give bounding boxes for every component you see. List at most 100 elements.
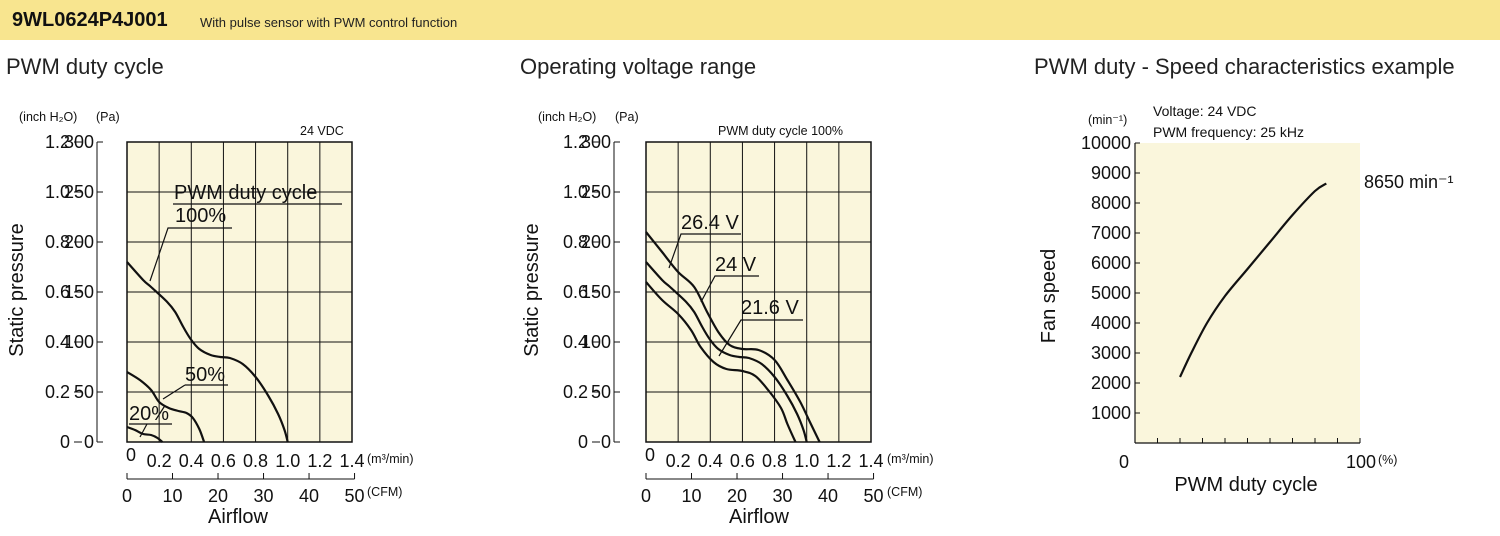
x-tick-label: 0.4 [698,451,723,471]
y-tick-label: 10000 [1081,133,1131,153]
inch-tick-label: 1.0 [45,182,70,202]
inch-tick-label: 0.4 [563,332,588,352]
section-title-voltage-range: Operating voltage range [520,54,757,79]
series-label-50: 50% [185,364,225,386]
x-tick-label: 100 [1346,452,1376,472]
cfm-tick-label: 0 [641,486,651,506]
label-leader-line [718,319,803,357]
label-leader-line [139,423,148,438]
y-unit-label: (min⁻¹) [1088,113,1127,127]
inch-tick-label: 0.4 [45,332,70,352]
inch-tick-label: 0.2 [563,382,588,402]
cfm-tick-label: 10 [681,486,701,506]
x-unit-m3-label: (m³/min) [887,452,934,466]
y-tick-label: 1000 [1091,403,1131,423]
section-title-pwm-duty: PWM duty cycle [6,54,164,79]
plot-area [1135,143,1360,443]
series-line-0 [645,231,821,443]
inch-tick-label: 0.8 [45,232,70,252]
x-tick-label: 0 [1119,452,1129,472]
x-origin-label: 0 [645,445,655,465]
x-tick-label: 1.4 [858,451,883,471]
x-tick-label: 0.2 [666,451,691,471]
label-leader-line [700,275,759,303]
speed-line-0 [1179,182,1327,378]
cfm-tick-label: 10 [162,486,182,506]
y-tick-label: 2000 [1091,373,1131,393]
cfm-tick-label: 30 [773,486,793,506]
series-label-24v: 24 V [715,254,757,276]
x-unit-cfm-label: (CFM) [367,485,402,499]
legend-title: PWM duty cycle [174,182,317,204]
x-tick-label: 0.8 [243,451,268,471]
y-unit-inch-label: (inch H₂O) [538,110,596,124]
frequency-note: PWM frequency: 25 kHz [1153,124,1304,140]
label-leader-line [149,227,232,282]
y-axis-label: Static pressure [521,223,543,356]
y-tick-label: 5000 [1091,283,1131,303]
series-label-20: 20% [129,403,169,425]
x-tick-label: 0.6 [730,451,755,471]
series-line-1 [126,371,206,443]
x-unit-cfm-label: (CFM) [887,485,922,499]
inch-tick-label: 0.2 [45,382,70,402]
y-tick-label: 4000 [1091,313,1131,333]
pa-tick-label: 0 [84,432,94,452]
y-axis-label: Static pressure [6,223,28,356]
inch-tick-label: 0 [578,432,588,452]
y-axis-label: Fan speed [1038,249,1060,344]
x-axis-label: Airflow [208,506,269,528]
voltage-note: Voltage: 24 VDC [1153,103,1257,119]
series-label-100: 100% [175,205,226,227]
label-leader-line [668,233,741,269]
y-tick-label: 9000 [1091,163,1131,183]
y-unit-pa-label: (Pa) [615,110,639,124]
y-tick-label: 3000 [1091,343,1131,363]
end-value-label: 8650 min⁻¹ [1364,172,1454,192]
y-tick-label: 7000 [1091,223,1131,243]
inch-tick-label: 0.8 [563,232,588,252]
x-tick-label: 0.4 [179,451,204,471]
x-axis-label: PWM duty cycle [1174,474,1317,496]
x-tick-label: 1.2 [826,451,851,471]
x-tick-label: 0.6 [211,451,236,471]
cfm-tick-label: 40 [818,486,838,506]
x-unit-m3-label: (m³/min) [367,452,414,466]
cfm-tick-label: 30 [254,486,274,506]
duty-note: PWM duty cycle 100% [718,124,843,138]
series-label-26-4v: 26.4 V [681,212,739,234]
inch-tick-label: 0 [60,432,70,452]
x-origin-label: 0 [126,445,136,465]
cfm-tick-label: 50 [864,486,884,506]
x-unit-label: (%) [1378,453,1397,467]
header-banner: 9WL0624P4J001 With pulse sensor with PWM… [0,0,1500,40]
y-tick-label: 6000 [1091,253,1131,273]
x-axis-label: Airflow [729,506,790,528]
inch-tick-label: 0.6 [45,282,70,302]
x-tick-label: 1.2 [307,451,332,471]
cfm-tick-label: 20 [727,486,747,506]
series-line-2 [126,425,164,443]
cfm-tick-label: 40 [299,486,319,506]
section-title-speed-characteristics: PWM duty - Speed characteristics example [1034,54,1455,79]
x-tick-label: 1.0 [794,451,819,471]
x-tick-label: 1.0 [275,451,300,471]
y-unit-pa-label: (Pa) [96,110,120,124]
inch-tick-label: 0.6 [563,282,588,302]
pa-tick-label: 50 [591,382,611,402]
series-line-0 [126,261,289,443]
series-line-2 [645,281,797,443]
x-tick-label: 0.2 [147,451,172,471]
y-unit-inch-label: (inch H₂O) [19,110,77,124]
x-tick-label: 1.4 [339,451,364,471]
pa-tick-label: 50 [74,382,94,402]
voltage-note: 24 VDC [300,124,344,138]
cfm-tick-label: 20 [208,486,228,506]
x-tick-label: 0.8 [762,451,787,471]
inch-tick-label: 1.0 [563,182,588,202]
pa-tick-label: 0 [601,432,611,452]
inch-tick-label: 1.2 [45,132,70,152]
